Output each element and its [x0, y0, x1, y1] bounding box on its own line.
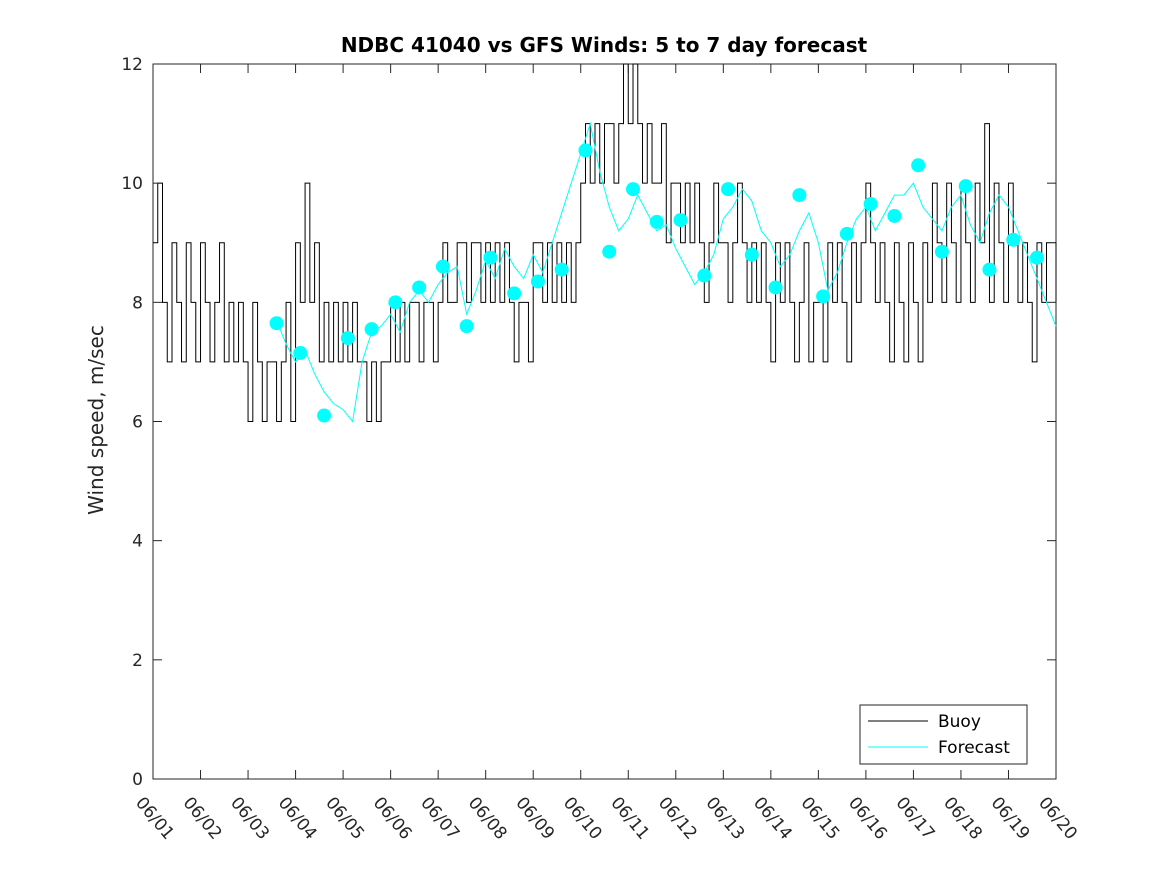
x-tick-label: 06/03 [226, 793, 273, 843]
x-tick-label: 06/08 [464, 793, 511, 843]
y-tick-label: 4 [132, 532, 143, 552]
x-tick-label: 06/19 [987, 793, 1034, 843]
x-tick-label: 06/05 [321, 793, 368, 843]
forecast-point [982, 262, 997, 277]
forecast-point [792, 188, 807, 203]
forecast-point [1029, 250, 1044, 265]
forecast-point [649, 214, 664, 229]
x-tick-label: 06/09 [511, 793, 558, 843]
legend-label-buoy: Buoy [938, 712, 981, 732]
x-tick-label: 06/12 [654, 793, 701, 843]
y-axis-label: Wind speed, m/sec [84, 325, 108, 515]
forecast-point [507, 286, 522, 301]
x-tick-label: 06/10 [559, 793, 606, 843]
forecast-point [317, 408, 332, 423]
y-tick-label: 0 [132, 770, 143, 790]
forecast-point [697, 268, 712, 283]
x-tick-label: 06/20 [1034, 793, 1081, 843]
forecast-point [293, 345, 308, 360]
forecast-point [412, 280, 427, 295]
forecast-point [269, 316, 284, 331]
x-tick-label: 06/18 [939, 793, 986, 843]
forecast-point [934, 244, 949, 259]
y-tick-label: 6 [132, 413, 143, 433]
y-tick-label: 10 [121, 174, 143, 194]
chart-title: NDBC 41040 vs GFS Winds: 5 to 7 day fore… [341, 33, 868, 57]
legend: Buoy Forecast [859, 704, 1028, 765]
forecast-point [721, 182, 736, 197]
y-tick-label: 2 [132, 651, 143, 671]
forecast-point [388, 295, 403, 310]
forecast-point [435, 259, 450, 274]
forecast-point [887, 208, 902, 223]
x-tick-label: 06/07 [416, 793, 463, 843]
forecast-point [768, 280, 783, 295]
forecast-line [276, 121, 1057, 423]
forecast-point [839, 226, 854, 241]
forecast-point [364, 322, 379, 337]
forecast-point [530, 274, 545, 289]
forecast-point [673, 213, 688, 228]
forecast-point [578, 143, 593, 158]
y-tick-layer: 0 2 4 6 8 10 12 [121, 55, 1056, 790]
forecast-point [626, 182, 641, 197]
x-tick-label: 06/13 [701, 793, 748, 843]
buoy-line [153, 63, 1057, 422]
forecast-point [816, 289, 831, 304]
x-tick-label: 06/01 [131, 793, 178, 843]
forecast-series-layer [276, 121, 1057, 423]
x-tick-label: 06/17 [892, 793, 939, 843]
forecast-point [744, 247, 759, 262]
y-tick-label: 8 [132, 293, 143, 313]
x-tick-label: 06/11 [606, 793, 653, 843]
x-tick-label: 06/04 [274, 793, 321, 843]
forecast-point [1006, 232, 1021, 247]
forecast-point [554, 262, 569, 277]
forecast-point [958, 179, 973, 194]
forecast-point [459, 319, 474, 334]
forecast-point [911, 158, 926, 173]
y-tick-label: 12 [121, 55, 143, 75]
x-tick-label: 06/15 [797, 793, 844, 843]
forecast-point [863, 197, 878, 212]
plot-area [152, 63, 1057, 780]
buoy-series-layer [153, 63, 1057, 422]
legend-label-forecast: Forecast [938, 738, 1010, 758]
forecast-marker-layer [269, 143, 1044, 423]
forecast-point [340, 331, 355, 346]
x-tick-label: 06/16 [844, 793, 891, 843]
legend-box [859, 704, 1028, 765]
forecast-point [602, 244, 617, 259]
x-tick-label: 06/02 [179, 793, 226, 843]
x-tick-label: 06/14 [749, 793, 796, 843]
x-tick-label: 06/06 [369, 793, 416, 843]
forecast-point [483, 250, 498, 265]
